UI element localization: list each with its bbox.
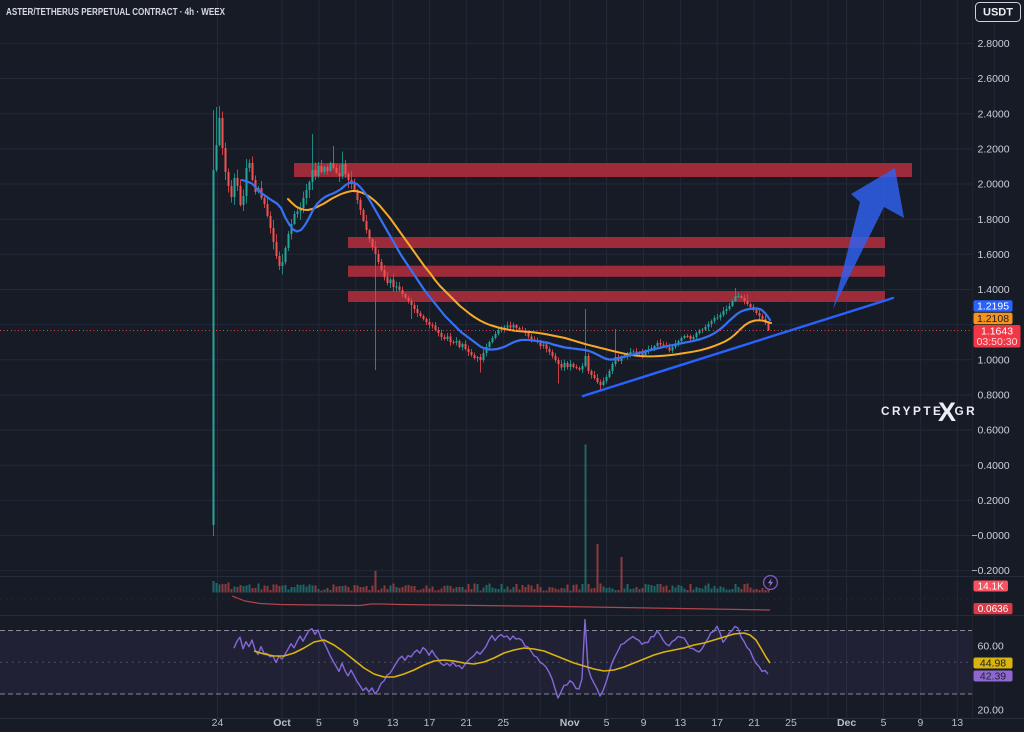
svg-text:0.6000: 0.6000: [978, 425, 1010, 437]
svg-text:9: 9: [917, 717, 923, 729]
svg-text:5: 5: [604, 717, 610, 729]
svg-text:03:50:30: 03:50:30: [977, 336, 1018, 348]
svg-text:21: 21: [748, 717, 760, 729]
svg-text:13: 13: [675, 717, 687, 729]
svg-text:13: 13: [951, 717, 963, 729]
svg-text:42.39: 42.39: [980, 670, 1006, 682]
svg-text:20.00: 20.00: [978, 705, 1004, 717]
svg-text:2.8000: 2.8000: [978, 38, 1010, 50]
svg-text:24: 24: [212, 717, 224, 729]
svg-text:X: X: [938, 397, 956, 427]
svg-text:Dec: Dec: [837, 717, 856, 729]
svg-text:1.4000: 1.4000: [978, 284, 1010, 296]
svg-text:1.2195: 1.2195: [977, 300, 1009, 312]
svg-text:−0.0000: −0.0000: [972, 530, 1010, 542]
svg-text:ASTER/TETHERUS PERPETUAL CONTR: ASTER/TETHERUS PERPETUAL CONTRACT · 4h ·…: [6, 7, 225, 18]
svg-text:9: 9: [353, 717, 359, 729]
svg-text:1.1643: 1.1643: [981, 325, 1013, 337]
svg-text:2.4000: 2.4000: [978, 108, 1010, 120]
svg-text:0.4000: 0.4000: [978, 460, 1010, 472]
svg-text:1.8000: 1.8000: [978, 214, 1010, 226]
svg-text:44.98: 44.98: [980, 657, 1006, 669]
svg-text:2.2000: 2.2000: [978, 143, 1010, 155]
svg-text:25: 25: [785, 717, 797, 729]
svg-text:0.2000: 0.2000: [978, 495, 1010, 507]
svg-text:0.8000: 0.8000: [978, 390, 1010, 402]
svg-text:USDT: USDT: [983, 7, 1013, 19]
svg-text:9: 9: [641, 717, 647, 729]
svg-text:Nov: Nov: [560, 717, 580, 729]
svg-text:2.0000: 2.0000: [978, 179, 1010, 191]
svg-text:1.0000: 1.0000: [978, 354, 1010, 366]
svg-text:17: 17: [711, 717, 723, 729]
svg-text:2.6000: 2.6000: [978, 73, 1010, 85]
svg-text:GR: GR: [955, 404, 978, 418]
svg-text:14.1K: 14.1K: [978, 582, 1004, 593]
svg-text:13: 13: [387, 717, 399, 729]
svg-text:1.2108: 1.2108: [977, 313, 1009, 325]
svg-text:0.0636: 0.0636: [978, 604, 1009, 615]
svg-text:60.00: 60.00: [978, 641, 1004, 653]
svg-text:21: 21: [461, 717, 473, 729]
svg-text:25: 25: [497, 717, 509, 729]
svg-text:5: 5: [316, 717, 322, 729]
svg-text:Oct: Oct: [273, 717, 291, 729]
svg-text:−0.2000: −0.2000: [972, 565, 1010, 577]
svg-text:CRYPTE: CRYPTE: [881, 404, 943, 418]
svg-text:1.6000: 1.6000: [978, 249, 1010, 261]
svg-text:5: 5: [881, 717, 887, 729]
svg-text:17: 17: [424, 717, 436, 729]
